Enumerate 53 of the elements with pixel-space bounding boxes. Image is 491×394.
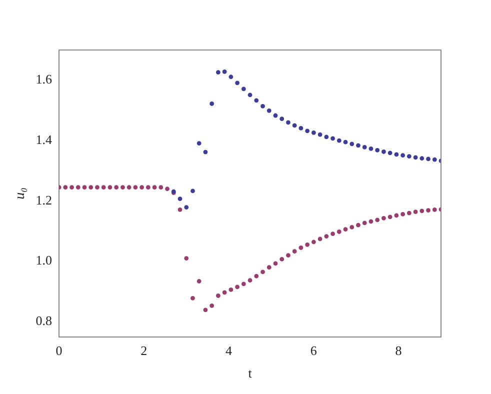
point [190,188,195,194]
x-tick-label: 4 [226,343,233,358]
point [222,70,227,74]
x-axis-title: t [248,366,252,381]
point [382,150,386,154]
point [178,196,182,202]
point [432,157,437,162]
point [400,153,406,158]
point [203,150,208,154]
y-tick-label: 1.4 [36,132,53,147]
point [375,148,380,152]
y-tick-label: 1.2 [36,192,52,208]
y-tick-label: 1.6 [36,72,53,87]
y-tick-label: 0.8 [36,313,52,328]
point [210,102,214,106]
x-tick-label: 2 [140,343,148,358]
point [196,141,202,146]
point [330,136,335,141]
point [420,156,424,161]
point [336,138,342,143]
point [318,132,322,137]
point [406,154,412,158]
point [388,150,392,156]
point [343,140,348,144]
point [280,116,284,122]
point [394,152,399,157]
point [413,155,418,160]
point [273,113,278,118]
point [286,120,290,125]
point [356,143,360,148]
point [362,145,367,150]
point [228,74,234,80]
y-axis-title: u₀ [13,187,28,200]
x-tick-label: 8 [395,343,402,358]
y-tick-label: 1.0 [36,252,52,268]
point [368,146,374,151]
point [311,130,316,135]
x-tick-label: 6 [310,343,318,358]
point [292,123,297,128]
point [350,142,354,146]
point [305,128,310,134]
point [216,70,220,75]
point [298,126,304,130]
point [184,205,189,210]
point [241,86,246,92]
x-tick-label: 0 [56,343,62,358]
point [426,156,430,162]
point [260,104,265,108]
point [324,134,329,140]
point [266,108,272,113]
point [235,80,240,86]
point [254,98,259,103]
point [248,92,252,98]
